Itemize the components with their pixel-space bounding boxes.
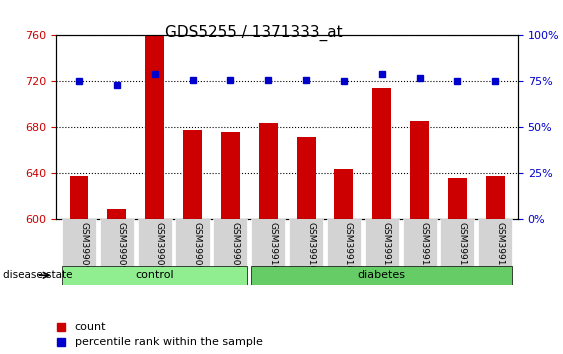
FancyBboxPatch shape	[478, 219, 512, 267]
FancyBboxPatch shape	[176, 219, 209, 267]
Text: diabetes: diabetes	[358, 270, 406, 280]
Bar	[62, 266, 247, 285]
FancyBboxPatch shape	[327, 219, 361, 267]
Text: GSM399109: GSM399109	[344, 222, 354, 280]
FancyBboxPatch shape	[100, 219, 134, 267]
Text: GSM399099: GSM399099	[230, 222, 240, 280]
Text: GSM399116: GSM399116	[495, 222, 505, 280]
Bar	[221, 132, 240, 219]
Text: GSM399102: GSM399102	[268, 222, 277, 277]
Bar	[145, 35, 164, 219]
Text: GSM399099: GSM399099	[230, 222, 239, 277]
Text: GSM399093: GSM399093	[117, 222, 127, 280]
Text: GSM399093: GSM399093	[117, 222, 126, 277]
Text: count: count	[75, 321, 106, 332]
Text: GSM399096: GSM399096	[155, 222, 164, 277]
Text: GSM399116: GSM399116	[495, 222, 504, 277]
FancyBboxPatch shape	[440, 219, 475, 267]
Bar	[334, 169, 354, 219]
Text: GSM399112: GSM399112	[382, 222, 392, 281]
Bar	[259, 123, 278, 219]
Bar	[448, 178, 467, 219]
Bar	[297, 137, 315, 219]
Text: GSM399114: GSM399114	[419, 222, 428, 277]
FancyBboxPatch shape	[289, 219, 323, 267]
Text: GSM399115: GSM399115	[457, 222, 467, 281]
Text: GSM399092: GSM399092	[79, 222, 88, 277]
Text: GSM399115: GSM399115	[457, 222, 466, 277]
Text: GSM399109: GSM399109	[344, 222, 353, 277]
Text: GSM399098: GSM399098	[193, 222, 202, 277]
Text: disease state: disease state	[3, 270, 72, 280]
Bar	[183, 130, 202, 219]
FancyBboxPatch shape	[213, 219, 247, 267]
FancyBboxPatch shape	[138, 219, 172, 267]
Bar	[486, 176, 504, 219]
Text: GSM399102: GSM399102	[268, 222, 278, 281]
Bar	[372, 88, 391, 219]
Text: GSM399114: GSM399114	[419, 222, 430, 280]
Text: percentile rank within the sample: percentile rank within the sample	[75, 337, 263, 348]
FancyBboxPatch shape	[62, 219, 96, 267]
Text: GSM399092: GSM399092	[79, 222, 89, 281]
Bar	[251, 266, 512, 285]
FancyBboxPatch shape	[251, 219, 285, 267]
Text: GSM399104: GSM399104	[306, 222, 316, 280]
Bar	[108, 209, 126, 219]
FancyBboxPatch shape	[403, 219, 436, 267]
Text: GSM399104: GSM399104	[306, 222, 315, 277]
Bar	[70, 176, 88, 219]
Text: control: control	[135, 270, 174, 280]
Text: GSM399096: GSM399096	[155, 222, 165, 280]
Text: GSM399112: GSM399112	[382, 222, 391, 277]
Text: GSM399098: GSM399098	[193, 222, 203, 280]
FancyBboxPatch shape	[365, 219, 399, 267]
Bar	[410, 120, 429, 219]
Text: GDS5255 / 1371333_at: GDS5255 / 1371333_at	[164, 25, 342, 41]
